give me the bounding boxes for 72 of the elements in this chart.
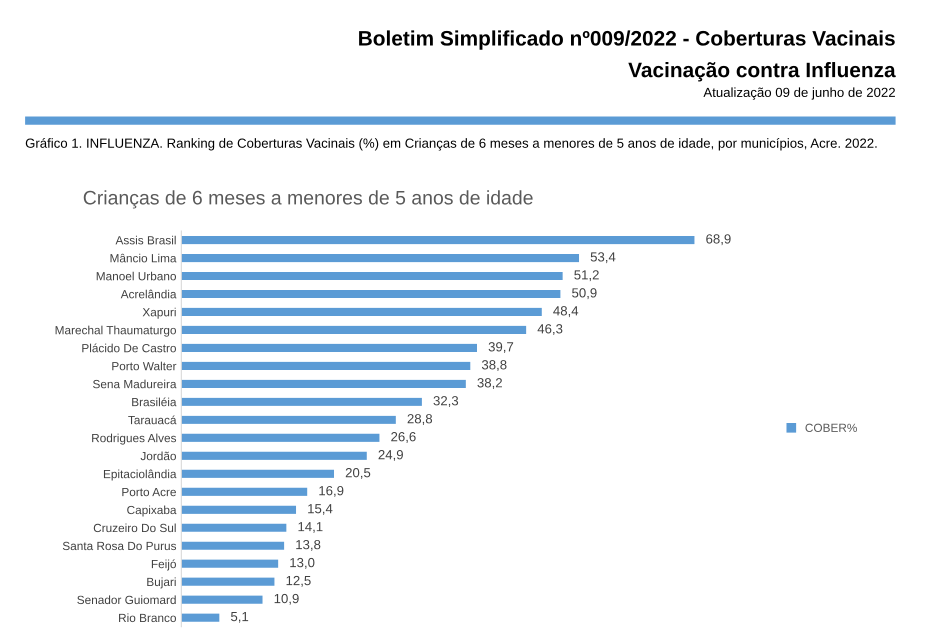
y-tick-label: Plácido De Castro [82, 344, 176, 352]
text: Gráfico 1. INFLUENZA. Ranking de Coberturas Vacinais (%) em Crianças de 6 meses a menores de 5 anos de idade, por municípios, Acre. 2022. [26, 138, 877, 151]
bar [181, 326, 526, 334]
data-label: 39,7 [488, 342, 514, 354]
data-label: 32,3 [434, 396, 458, 407]
y-tick-label: Manoel Urbano [96, 272, 176, 280]
y-tick-label: Assis Brasil [116, 236, 176, 244]
y-tick-label: Jordão [140, 452, 176, 460]
y-tick-label: Xapuri [142, 308, 176, 319]
y-tick-label: Cruzeiro Do Sul [94, 523, 176, 532]
data-label: 13,8 [296, 540, 320, 551]
y-tick-label: Capixaba [127, 506, 176, 517]
y-tick-label: Tarauacá [128, 415, 176, 424]
data-label: 46,3 [538, 324, 562, 336]
legend-label: COBER% [805, 424, 857, 432]
bar [181, 560, 278, 568]
data-label: 5,1 [230, 612, 248, 623]
bar [181, 542, 284, 550]
y-tick-label: Bujari [147, 577, 176, 588]
bar [181, 290, 560, 298]
bar [181, 236, 694, 244]
text: Boletim Simplificado nº009/2022 - Coberturas Vacinais [359, 30, 895, 50]
data-label: 20,5 [346, 468, 370, 479]
y-tick-label: Porto Walter [112, 362, 176, 370]
data-label: 38,2 [477, 378, 502, 389]
y-tick-label: Rio Branco [119, 613, 176, 622]
bar [181, 596, 263, 604]
bar [181, 452, 367, 460]
data-label: 15,4 [308, 504, 332, 515]
data-label: 26,6 [391, 432, 416, 443]
data-label: 13,0 [290, 558, 314, 569]
bar [181, 380, 466, 388]
data-label: 51,2 [574, 270, 599, 282]
y-tick-label: Feijó [152, 559, 176, 571]
y-tick-label: Santa Rosa Do Purus [62, 542, 176, 550]
y-tick-label: Marechal Thaumaturgo [56, 326, 176, 337]
y-tick-label: Mâncio Lima [110, 254, 176, 262]
data-label: 16,9 [319, 486, 344, 497]
y-tick-label: Sena Madureira [93, 380, 176, 388]
bar [181, 398, 422, 406]
text: Vacinação contra Influenza [628, 62, 896, 82]
bar [181, 362, 470, 370]
y-tick-label: Porto Acre [122, 488, 176, 496]
y-tick-label: Rodrigues Alves [92, 434, 176, 445]
bar [181, 614, 220, 622]
data-label: 28,8 [408, 414, 432, 425]
data-label: 24,9 [378, 450, 403, 461]
chart-title: Crianças de 6 meses a menores de 5 anos de idade [84, 190, 533, 208]
bar [181, 254, 580, 262]
bar [181, 506, 296, 514]
y-tick-label: Acrelândia [120, 290, 176, 298]
bar [181, 308, 542, 316]
y-tick-label: Brasiléia [132, 397, 176, 406]
data-label: 14,1 [298, 522, 322, 533]
data-label: 50,9 [572, 288, 597, 300]
data-label: 68,9 [706, 234, 731, 246]
y-tick-label: Epitaciolândia [104, 470, 176, 481]
bar [181, 470, 334, 478]
bar [181, 578, 274, 586]
data-label: 53,4 [590, 252, 616, 264]
bar [181, 488, 308, 496]
data-label: 10,9 [274, 594, 299, 605]
bar [181, 434, 380, 442]
bar [181, 344, 477, 352]
bar [181, 524, 286, 532]
bar [181, 272, 563, 280]
data-label: 48,4 [553, 306, 578, 318]
text: Atualização 09 de junho de 2022 [703, 87, 895, 100]
data-label: 12,5 [286, 576, 311, 587]
bar [181, 416, 396, 424]
y-tick-label: Senador Guiomard [77, 595, 176, 604]
data-label: 38,8 [482, 360, 507, 372]
